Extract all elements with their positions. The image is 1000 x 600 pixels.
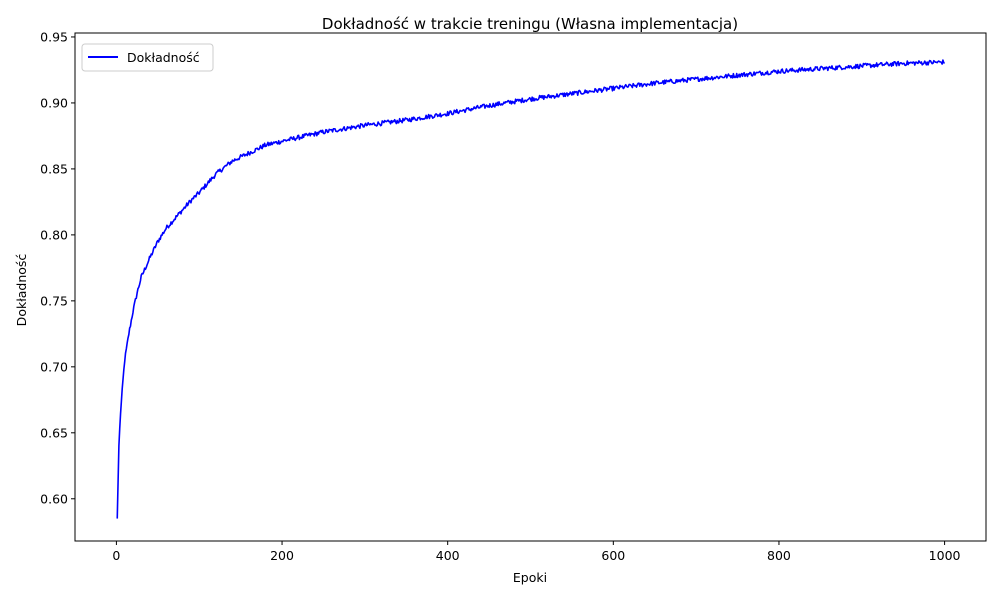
series-layer <box>116 59 946 519</box>
x-tick-label: 800 <box>767 548 791 563</box>
y-axis-label: Dokładność <box>14 254 29 327</box>
legend: Dokładność <box>81 43 214 72</box>
y-tick-label: 0.60 <box>40 491 68 506</box>
x-axis-label: Epoki <box>513 570 547 585</box>
y-tick-label: 0.75 <box>40 293 68 308</box>
y-tick-label: 0.90 <box>40 95 68 110</box>
x-tick-label: 600 <box>601 548 625 563</box>
plot-area <box>75 33 986 541</box>
series-line <box>116 59 946 519</box>
y-tick-label: 0.95 <box>40 29 68 44</box>
y-tick-label: 0.70 <box>40 359 68 374</box>
y-axis: 0.60 0.65 0.70 0.75 0.80 0.85 0.90 0.95 <box>40 29 75 506</box>
y-tick-label: 0.65 <box>40 425 68 440</box>
legend-box <box>81 43 214 72</box>
x-axis: 0 200 400 600 800 1000 <box>112 541 961 563</box>
x-tick-label: 400 <box>436 548 460 563</box>
x-tick-label: 0 <box>112 548 120 563</box>
x-tick-label: 200 <box>270 548 294 563</box>
chart-title: Dokładność w trakcie treningu (Własna im… <box>322 15 738 33</box>
legend-label: Dokładność <box>127 50 200 65</box>
y-tick-label: 0.85 <box>40 161 68 176</box>
x-tick-label: 1000 <box>929 548 961 563</box>
y-tick-label: 0.80 <box>40 227 68 242</box>
plot-frame <box>74 32 987 542</box>
